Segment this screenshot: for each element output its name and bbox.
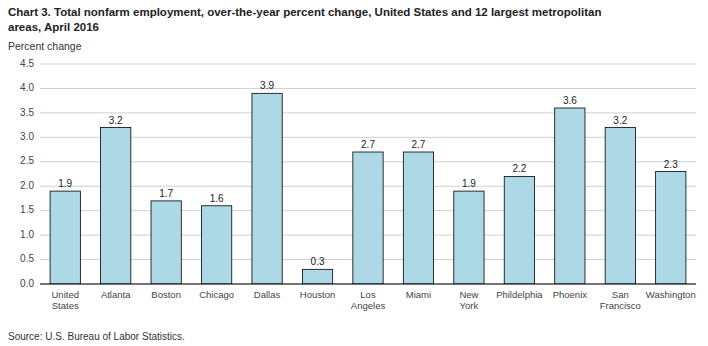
y-tick-label: 3.0: [20, 131, 34, 142]
source: Source: U.S. Bureau of Labor Statistics.: [8, 331, 185, 342]
y-tick-label: 0.5: [20, 253, 34, 264]
text-line: States: [52, 300, 79, 311]
y-tick-label: 1.0: [20, 229, 34, 240]
chart: Chart 3. Total nonfarm employment, over-…: [0, 0, 708, 346]
text-line: New: [459, 289, 478, 300]
x-tick-label: Washington: [646, 289, 696, 300]
data-label: 2.3: [664, 159, 678, 170]
text-line: York: [460, 300, 479, 311]
grid-line: [40, 284, 696, 285]
bar: [656, 172, 686, 284]
y-axis-label: Percent change: [8, 40, 82, 52]
data-label: 2.7: [361, 139, 375, 150]
data-label: 1.9: [462, 178, 476, 189]
text-line: Chart 3. Total nonfarm employment, over-…: [8, 6, 601, 18]
data-label: 3.9: [260, 80, 274, 91]
bar: [151, 201, 181, 284]
bar: [353, 152, 383, 284]
data-label: 1.7: [159, 188, 173, 199]
x-tick-label: UnitedStates: [51, 289, 78, 311]
text-line: Phildelphia: [496, 289, 543, 300]
x-axis-line: [40, 284, 696, 285]
bar: [302, 269, 332, 284]
data-label: 3.2: [613, 115, 627, 126]
y-tick-label: 4.5: [20, 58, 34, 69]
x-tick-label: Houston: [300, 289, 335, 300]
text-line: Angeles: [351, 300, 386, 311]
x-tick-label: NewYork: [459, 289, 478, 311]
x-tick-label: SanFrancisco: [600, 289, 641, 311]
x-tick-label: Miami: [406, 289, 431, 300]
text-line: San: [612, 289, 629, 300]
data-label: 2.2: [512, 163, 526, 174]
data-label: 1.6: [210, 193, 224, 204]
text-line: Miami: [406, 289, 431, 300]
text-line: areas, April 2016: [8, 21, 99, 33]
data-label: 3.2: [109, 115, 123, 126]
text-line: Francisco: [600, 300, 641, 311]
grid-line: [40, 64, 696, 65]
x-tick-label: Phildelphia: [496, 289, 543, 300]
x-tick-label: LosAngeles: [351, 289, 386, 311]
bar: [252, 93, 282, 284]
x-tick-label: Dallas: [254, 289, 281, 300]
bar: [403, 152, 433, 284]
y-tick-label: 2.0: [20, 180, 34, 191]
text-line: Houston: [300, 289, 335, 300]
y-tick-label: 4.0: [20, 82, 34, 93]
x-tick-label: Boston: [151, 289, 181, 300]
x-tick-label: Phoenix: [553, 289, 588, 300]
bar: [201, 206, 231, 284]
grid-line: [40, 112, 696, 113]
bar: [101, 128, 131, 284]
grid-line: [40, 88, 696, 89]
y-tick-label: 3.5: [20, 107, 34, 118]
data-label: 0.3: [311, 256, 325, 267]
title: Chart 3. Total nonfarm employment, over-…: [8, 6, 601, 33]
text-line: Chicago: [199, 289, 234, 300]
y-tick-label: 0.0: [20, 278, 34, 289]
x-tick-label: Atlanta: [101, 289, 131, 300]
bar: [504, 176, 534, 284]
text-line: Los: [360, 289, 376, 300]
x-tick-label: Chicago: [199, 289, 234, 300]
text-line: Atlanta: [101, 289, 131, 300]
y-tick-label: 2.5: [20, 155, 34, 166]
text-line: United: [51, 289, 78, 300]
bar: [605, 128, 635, 284]
bar: [454, 191, 484, 284]
text-line: Dallas: [254, 289, 281, 300]
bar: [50, 191, 80, 284]
bars: [50, 93, 686, 284]
x-tick-labels: UnitedStates Atlanta Boston Chicago Dallas Ho…: [51, 289, 695, 311]
bar: [555, 108, 585, 284]
y-tick-labels: 0.0 0.5 1.0 1.5 2.0 2.5 3.0 3.5 4.0 4.5: [20, 58, 34, 289]
data-label: 3.6: [563, 95, 577, 106]
text-line: Washington: [646, 289, 696, 300]
data-label: 2.7: [412, 139, 426, 150]
data-label: 1.9: [58, 178, 72, 189]
data-labels: 1.9 3.2 1.7 1.6 3.9 0.3 2.7 2.7 1.9 2.2 3.6 3.2 2.3: [58, 80, 678, 267]
y-tick-label: 1.5: [20, 204, 34, 215]
grid-line: [40, 137, 696, 138]
text-line: Boston: [151, 289, 181, 300]
text-line: Phoenix: [553, 289, 588, 300]
grid: [40, 64, 696, 284]
